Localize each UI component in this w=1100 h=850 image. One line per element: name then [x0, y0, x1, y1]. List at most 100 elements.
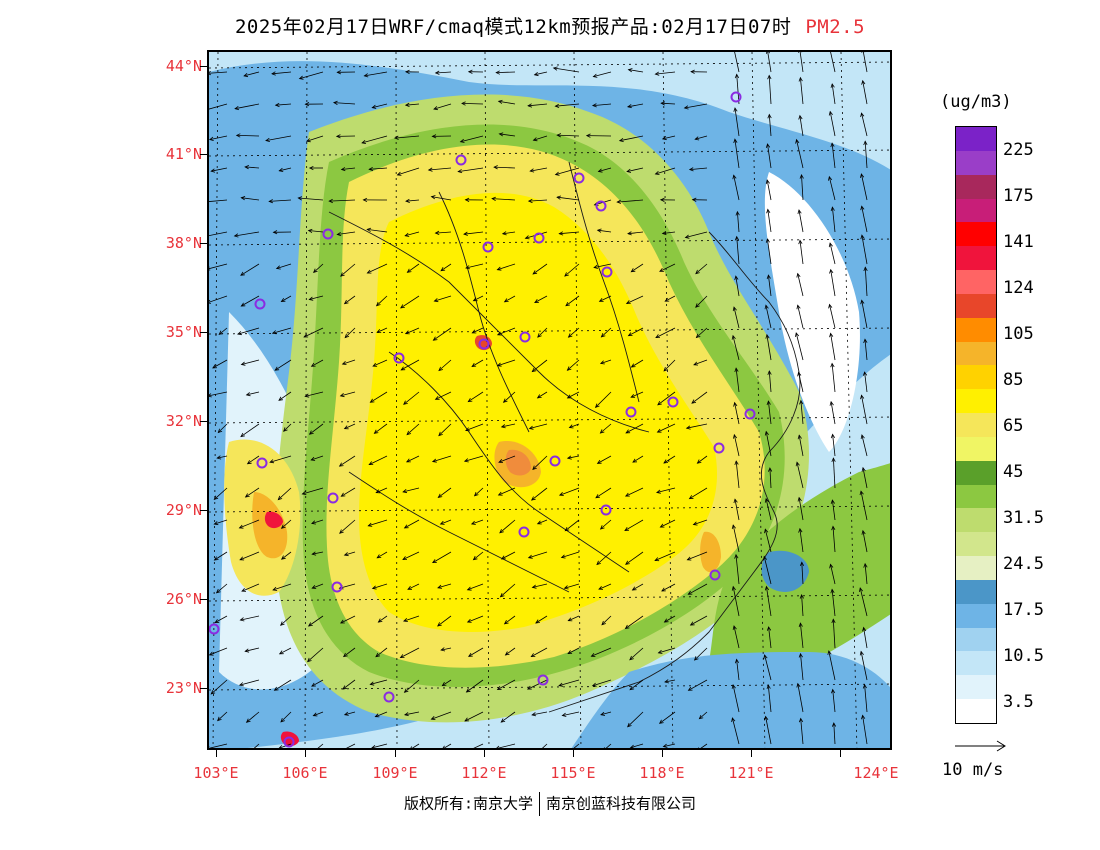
- wind-vector: [471, 359, 484, 367]
- lon-label-106: 106°E: [282, 764, 328, 782]
- wind-vector: [656, 487, 676, 493]
- wind-vector-head: [496, 266, 502, 271]
- legend-swatch: [956, 174, 996, 199]
- wind-vector: [799, 52, 804, 73]
- wind-vector-head: [375, 301, 381, 307]
- wind-vector: [342, 359, 356, 365]
- wind-vector-head: [374, 713, 380, 718]
- wind-vector: [306, 135, 324, 142]
- wind-vector-head: [798, 114, 803, 120]
- wind-vector: [534, 295, 548, 303]
- wind-vector: [736, 236, 740, 265]
- wind-vector-head: [591, 682, 597, 687]
- wind-vector-head: [234, 105, 240, 111]
- wind-vector: [402, 551, 420, 560]
- city-marker: [573, 172, 585, 184]
- wind-vector: [632, 583, 644, 591]
- wind-vector-head: [237, 331, 242, 336]
- wind-vector: [832, 689, 836, 713]
- wind-vector-head: [763, 654, 768, 659]
- wind-vector-head: [427, 167, 433, 172]
- wind-vector: [596, 551, 612, 565]
- wind-vector: [595, 487, 612, 499]
- wind-vector: [768, 75, 772, 105]
- wind-vector-head: [402, 556, 408, 560]
- wind-vector-head: [301, 491, 307, 495]
- wind-vector-head: [663, 459, 669, 464]
- wind-vector: [565, 295, 580, 307]
- wind-vector: [630, 743, 644, 748]
- wind-vector-head: [403, 712, 409, 717]
- wind-vector: [658, 647, 676, 654]
- wind-vector-head: [687, 686, 693, 691]
- wind-vector: [664, 615, 676, 623]
- wind-vector-head: [371, 585, 377, 590]
- wind-vector-head: [274, 366, 280, 371]
- wind-reference-arrow: [955, 740, 1006, 752]
- wind-vector: [339, 455, 356, 467]
- wind-vector-head: [496, 331, 502, 336]
- legend-swatch: [956, 127, 996, 152]
- wind-vector-head: [216, 455, 222, 460]
- wind-vector-head: [463, 231, 468, 236]
- wind-vector-head: [340, 167, 346, 172]
- wind-vector-head: [654, 557, 660, 562]
- wind-vector-head: [495, 70, 500, 75]
- wind-vector-head: [344, 333, 350, 339]
- wind-vector: [311, 455, 324, 461]
- wind-vector-head: [272, 586, 278, 591]
- wind-vector: [239, 519, 260, 529]
- wind-vector-head: [304, 102, 310, 107]
- lon-label-121: 121°E: [728, 764, 774, 782]
- legend-swatch: [956, 651, 996, 676]
- wind-vector-head: [731, 585, 736, 591]
- wind-vector-head: [686, 556, 692, 561]
- wind-vector-head: [457, 169, 463, 174]
- wind-vector-head: [531, 584, 537, 589]
- wind-vector-head: [410, 746, 413, 748]
- wind-vector-head: [371, 104, 377, 109]
- wind-vector-head: [376, 554, 382, 559]
- wind-vector: [217, 711, 228, 721]
- legend-swatch: [956, 389, 996, 414]
- legend-swatch: [956, 270, 996, 295]
- wind-vector-head: [246, 460, 252, 465]
- wind-vector: [665, 295, 676, 302]
- wind-vector-head: [503, 620, 509, 625]
- legend-label: 65: [1003, 416, 1024, 436]
- wind-vector: [567, 391, 580, 399]
- wind-vector: [735, 276, 740, 297]
- legend-swatch: [956, 484, 996, 509]
- wind-vector-head: [567, 650, 573, 655]
- wind-vector: [732, 586, 740, 617]
- wind-vector-head: [556, 133, 562, 138]
- wind-vector-head: [566, 455, 572, 460]
- wind-vector-head: [764, 528, 769, 534]
- wind-vector: [274, 679, 292, 691]
- wind-vector-head: [596, 459, 602, 464]
- wind-vector-head: [343, 552, 349, 557]
- wind-vector: [528, 103, 548, 107]
- wind-vector-head: [209, 136, 214, 141]
- legend-label: 31.5: [1003, 508, 1044, 528]
- wind-vectors: [209, 52, 868, 748]
- wind-vector-head: [393, 135, 399, 140]
- wind-vector-head: [280, 717, 285, 723]
- wind-vector: [463, 231, 484, 235]
- legend-label: 45: [1003, 462, 1024, 482]
- wind-vector: [253, 743, 260, 748]
- wind-vector: [798, 435, 804, 457]
- wind-vector-head: [209, 299, 212, 304]
- orange-spot-central: [505, 449, 531, 476]
- wind-vector-head: [459, 138, 465, 143]
- wind-vector: [862, 52, 868, 73]
- wind-vector-head: [441, 681, 447, 687]
- wind-vector-head: [406, 268, 412, 273]
- wind-vector: [632, 455, 644, 463]
- wind-vector-head: [471, 329, 477, 334]
- wind-vector: [372, 103, 388, 109]
- wind-vector: [537, 391, 548, 399]
- wind-vector-head: [535, 619, 540, 624]
- wind-vector-head: [799, 593, 804, 599]
- wind-vector-head: [532, 137, 538, 142]
